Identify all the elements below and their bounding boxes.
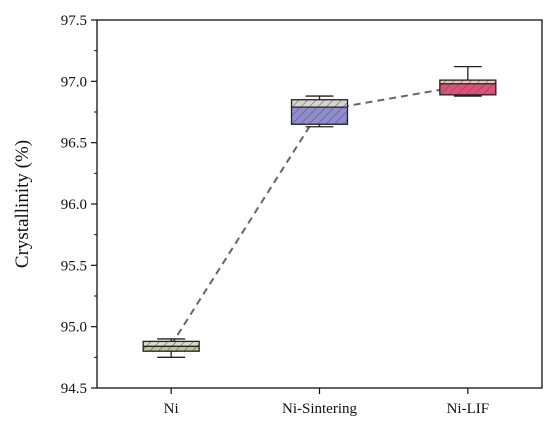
box-ni-sintering [292,96,348,127]
box-ni [143,339,199,357]
box-upper-hatch [292,100,348,107]
x-tick-label: Ni-LIF [447,401,490,417]
y-tick-label: 97.0 [61,74,87,90]
y-axis: 94.5 95.0 95.5 96.0 96.5 97.0 97.5 [61,13,97,397]
box-lower-hatch [292,107,348,124]
x-axis: Ni Ni-Sintering Ni-LIF [164,388,489,417]
box-upper-hatch [143,341,199,346]
x-tick-label: Ni [164,401,179,417]
plot-area-frame [97,20,542,388]
x-tick-label: Ni-Sintering [282,401,357,417]
y-tick-label: 96.5 [61,136,87,152]
y-axis-title: Crystallinity (%) [12,140,33,268]
box-lower-hatch [440,84,496,95]
y-tick-label: 97.5 [61,13,87,29]
y-tick-label: 96.0 [61,197,87,213]
y-tick-label: 95.5 [61,258,87,274]
plot-border [97,20,542,388]
box-lower-hatch [143,346,199,351]
box-series [143,67,496,358]
y-tick-label: 95.0 [61,320,87,336]
box-ni-lif [440,67,496,96]
y-tick-label: 94.5 [61,381,87,397]
